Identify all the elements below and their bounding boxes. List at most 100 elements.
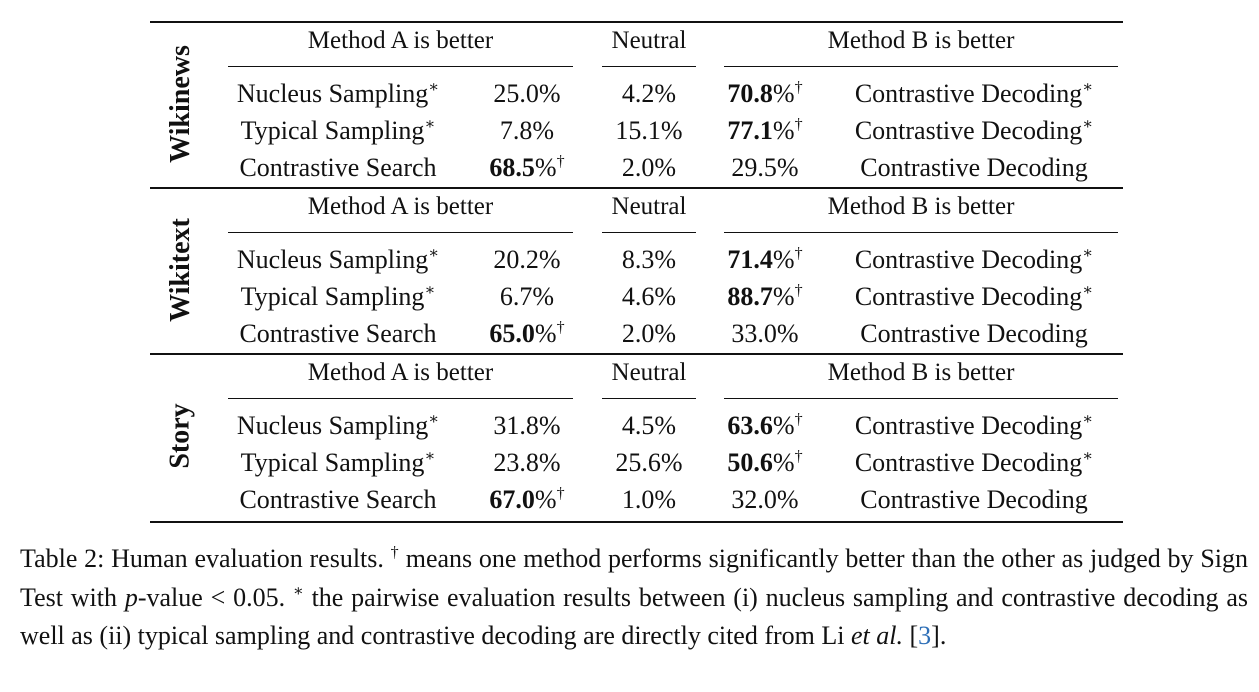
method-b-value: 63.6%† [710,411,820,441]
value-bold: 88.7 [727,282,773,311]
value-bold: 63.6 [727,411,773,440]
caption-text: Table 2: Human evaluation results. [20,544,391,573]
percent-sign: % [772,116,795,145]
method-b-name: Contrastive Decoding∗ [838,282,1110,312]
star-mark: ∗ [424,116,436,133]
table-section: Wikinews Method A is better Neutral Method … [150,21,1123,187]
method-b-name: Contrastive Decoding∗ [838,411,1110,441]
header-underline-neutral [602,66,696,67]
method-a-value: 20.2% [468,245,586,275]
dagger-mark: † [794,245,803,262]
method-b-text: Contrastive Decoding [854,116,1083,145]
value-text: 25.0% [493,79,561,108]
percent-sign: % [534,153,557,182]
neutral-value: 1.0% [621,485,677,514]
neutral-value: 4.2% [621,79,677,108]
dagger-mark: † [794,411,803,428]
citation-link[interactable]: 3 [918,621,932,650]
method-a-value: 25.0% [468,79,586,109]
table-bottom-rule [150,521,1123,523]
table-section: Story Method A is better Neutral Method B i… [150,353,1123,519]
method-a-name: Nucleus Sampling∗ [224,79,452,109]
dagger-mark: † [794,448,803,465]
method-b-value: 33.0% [710,319,820,349]
star-mark: ∗ [1082,411,1094,428]
method-b-value: 77.1%† [710,116,820,146]
dagger-mark: † [556,319,565,336]
neutral-value: 4.6% [621,282,677,311]
table-caption: Table 2: Human evaluation results. † mea… [20,540,1248,656]
dagger-mark: † [794,282,803,299]
method-a-text: Contrastive Search [239,485,437,514]
method-a-text: Typical Sampling [240,116,425,145]
star-mark: ∗ [424,282,436,299]
caption-text: the pairwise evaluation results between … [20,582,1249,651]
method-b-name: Contrastive Decoding [838,485,1110,515]
percent-sign: % [772,245,795,274]
method-b-name: Contrastive Decoding∗ [838,448,1110,478]
percent-sign: % [772,79,795,108]
star-mark: ∗ [424,448,436,465]
header-underline-a [228,232,573,233]
method-a-value: 23.8% [468,448,586,478]
dataset-label: Wikinews [164,21,198,187]
dagger-mark: † [556,153,565,170]
dataset-label: Wikitext [164,187,198,353]
value-text: 29.5% [731,153,799,182]
method-a-name: Contrastive Search [224,485,452,515]
header-underline-a [228,398,573,399]
value-bold: 67.0 [489,485,535,514]
method-b-value: 71.4%† [710,245,820,275]
header-underline-a [228,66,573,67]
method-a-name: Contrastive Search [224,153,452,183]
method-b-value: 32.0% [710,485,820,515]
star-mark: ∗ [1082,448,1094,465]
neutral-value: 8.3% [621,245,677,274]
method-a-text: Contrastive Search [239,319,437,348]
caption-text: -value < 0.05. [137,582,293,612]
star-mark: ∗ [1082,245,1094,262]
value-bold: 65.0 [489,319,535,348]
star-mark: ∗ [1082,79,1094,96]
value-text: 33.0% [731,319,799,348]
method-b-name: Contrastive Decoding [838,319,1110,349]
header-underline-b [724,232,1118,233]
neutral-value: 2.0% [621,153,677,182]
header-method-a: Method A is better [307,193,494,220]
method-a-text: Nucleus Sampling [236,411,429,440]
method-a-value: 7.8% [468,116,586,146]
dagger-mark: † [794,79,803,96]
header-underline-neutral [602,398,696,399]
header-method-a: Method A is better [307,359,494,386]
percent-sign: % [772,411,795,440]
header-neutral: Neutral [611,27,687,54]
method-b-text: Contrastive Decoding [854,411,1083,440]
method-a-name: Contrastive Search [224,319,452,349]
star-mark: ∗ [428,79,440,96]
percent-sign: % [772,282,795,311]
star-mark: ∗ [428,411,440,428]
header-neutral: Neutral [611,193,687,220]
value-text: 7.8% [499,116,555,145]
method-b-name: Contrastive Decoding∗ [838,116,1110,146]
method-a-value: 65.0%† [468,319,586,349]
method-a-text: Typical Sampling [240,448,425,477]
value-text: 20.2% [493,245,561,274]
percent-sign: % [534,319,557,348]
method-a-value: 6.7% [468,282,586,312]
method-a-text: Contrastive Search [239,153,437,182]
method-b-text: Contrastive Decoding [854,448,1083,477]
method-a-value: 68.5%† [468,153,586,183]
neutral-value: 4.5% [621,411,677,440]
method-a-name: Nucleus Sampling∗ [224,411,452,441]
value-bold: 77.1 [727,116,773,145]
dagger-mark: † [556,485,565,502]
caption-etal: et al. [851,621,903,650]
caption-text: means one method performs significantly … [20,544,1249,612]
header-underline-b [724,398,1118,399]
value-text: 32.0% [731,485,799,514]
method-b-value: 70.8%† [710,79,820,109]
value-bold: 50.6 [727,448,773,477]
neutral-value: 25.6% [615,448,683,477]
caption-text: ]. [931,621,947,650]
